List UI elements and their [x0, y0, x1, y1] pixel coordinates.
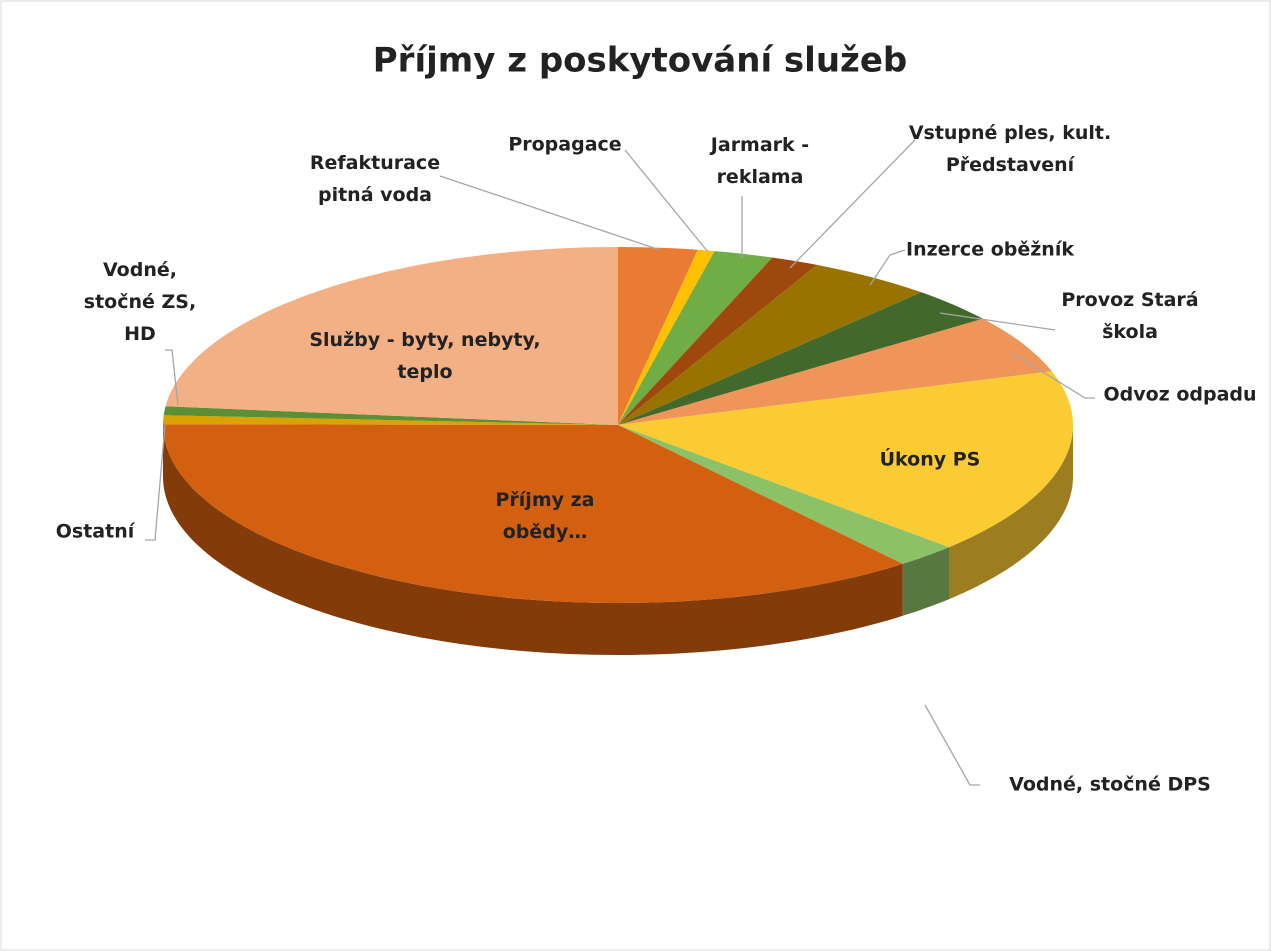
- leader-line: [1011, 352, 1095, 399]
- slice: [165, 247, 618, 425]
- slice: [163, 406, 618, 425]
- slice-label: Úkony PS: [880, 447, 981, 471]
- slice: [163, 424, 903, 603]
- pie: [163, 247, 1073, 655]
- slice: [618, 371, 1073, 548]
- slice-label: Inzerce oběžník: [906, 239, 1074, 261]
- slice: [618, 264, 922, 425]
- slice-label: Propagace: [508, 134, 621, 156]
- slice: [618, 251, 773, 425]
- leader-line: [789, 139, 916, 269]
- slice-label: Provoz Stará škola: [1061, 289, 1198, 343]
- slice-label: Vodné, stočné DPS: [1009, 774, 1211, 796]
- leader-line: [624, 149, 709, 253]
- slice-side: [163, 425, 903, 655]
- slice: [618, 318, 1052, 425]
- slice-label: Vstupné ples, kult. Představení: [909, 122, 1111, 176]
- slice-label: Ostatní: [56, 521, 136, 543]
- slice-label: Služby - byty, nebyty, teplo: [309, 329, 540, 383]
- leader-line: [869, 249, 906, 286]
- slice: [618, 247, 698, 425]
- leader-line: [439, 175, 661, 251]
- slice: [618, 292, 983, 425]
- slice-label: Jarmark -reklama: [709, 134, 809, 188]
- slice-side: [949, 425, 1073, 600]
- slice-label: Příjmy za obědy…: [496, 489, 595, 543]
- leader-line: [924, 704, 980, 786]
- slice-label: Odvoz odpadu: [1103, 384, 1256, 406]
- slice-side: [902, 547, 949, 616]
- slice: [618, 249, 715, 425]
- leader-line: [145, 424, 166, 541]
- slice-label: Vodné, stočné ZS, HD: [84, 259, 196, 345]
- slice: [163, 415, 618, 425]
- slice: [618, 257, 818, 425]
- leader-line: [939, 312, 1056, 331]
- leader-line: [165, 349, 179, 406]
- chart-title: Příjmy z poskytování služeb: [373, 41, 907, 81]
- slice-label: Refakturace pitná voda: [310, 152, 440, 206]
- slice: [618, 425, 949, 564]
